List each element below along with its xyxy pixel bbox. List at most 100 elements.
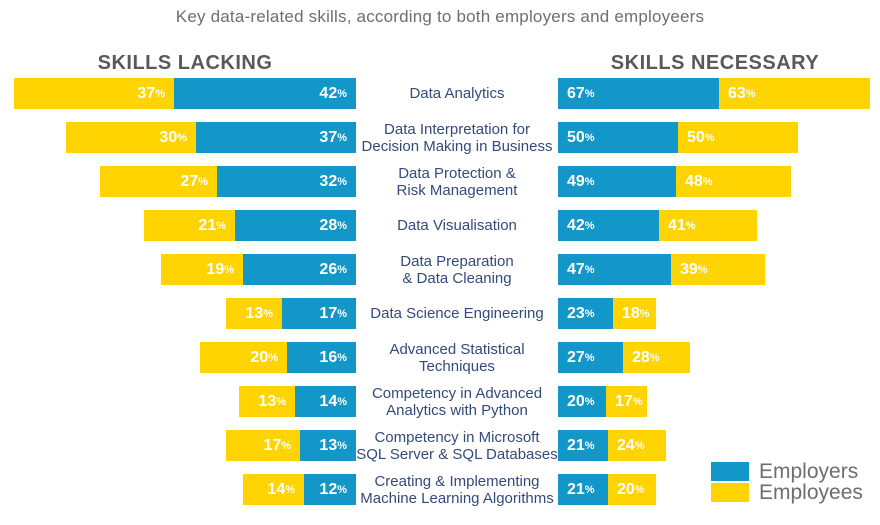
bar-segment: 28%: [235, 210, 356, 241]
bar-segment: 13%: [239, 386, 295, 417]
percent-sign: %: [584, 175, 595, 188]
bar-segment: 17%: [226, 430, 300, 461]
bar-segment: 30%: [66, 122, 196, 153]
percent-sign: %: [177, 131, 187, 144]
legend-item-employees: Employees: [711, 482, 863, 503]
percent-sign: %: [337, 307, 347, 320]
bar-segment: 27%: [100, 166, 217, 197]
bar-segment: 47%: [558, 254, 671, 285]
bar-segment: 42%: [558, 210, 659, 241]
bar-value-label: 24: [617, 436, 635, 454]
bar-value-label: 13: [258, 392, 277, 410]
category-label: Data Science Engineering: [370, 305, 544, 323]
percent-sign: %: [337, 439, 347, 452]
skills-lacking-bar: 13% 17%: [14, 298, 356, 329]
chart-row: 13% 14% Competency in Advanced Analytics w…: [0, 384, 880, 430]
skills-necessary-bar: 27% 28%: [558, 342, 872, 373]
percent-sign: %: [584, 263, 595, 276]
bar-segment: 21%: [558, 430, 608, 461]
bar-segment: 20%: [608, 474, 656, 505]
chart-row: 21% 28% Data Visualisation 42% 41%: [0, 210, 880, 254]
category-label: Data Preparation & Data Cleaning: [400, 252, 514, 287]
percent-sign: %: [584, 483, 595, 496]
legend-item-employers: Employers: [711, 461, 863, 482]
percent-sign: %: [337, 395, 347, 408]
chart-row: 27% 32% Data Protection & Risk Management 4…: [0, 164, 880, 210]
bar-value-label: 42: [567, 216, 585, 234]
skills-necessary-bar: 67% 63%: [558, 78, 872, 109]
bar-value-label: 20: [617, 480, 635, 498]
bar-segment: 13%: [226, 298, 282, 329]
bar-value-label: 21: [567, 480, 585, 498]
bar-segment: 28%: [623, 342, 690, 373]
chart-row: 20% 16% Advanced Statistical Techniques 27%…: [0, 341, 880, 386]
bar-segment: 21%: [144, 210, 235, 241]
category-label: Data Visualisation: [397, 217, 517, 235]
bar-value-label: 28: [632, 348, 650, 366]
skills-lacking-bar: 20% 16%: [14, 342, 356, 373]
bar-segment: 50%: [678, 122, 798, 153]
bar-segment: 24%: [608, 430, 666, 461]
percent-sign: %: [685, 219, 696, 232]
percent-sign: %: [216, 219, 226, 232]
percent-sign: %: [584, 439, 595, 452]
chart-rows: 37% 42% Data Analytics 67% 63% 30% 37% Data Int…: [0, 78, 880, 518]
percent-sign: %: [337, 131, 347, 144]
bar-value-label: 47: [567, 260, 585, 278]
category-label: Data Interpretation for Decision Making …: [361, 120, 553, 155]
bar-value-label: 17: [319, 304, 338, 322]
bar-value-label: 37: [137, 84, 156, 102]
bar-value-label: 30: [159, 128, 178, 146]
category-label: Data Protection & Risk Management: [396, 164, 518, 199]
category-label: Competency in Advanced Analytics with Py…: [371, 384, 543, 419]
bar-segment: 67%: [558, 78, 719, 109]
bar-segment: 50%: [558, 122, 678, 153]
percent-sign: %: [276, 395, 286, 408]
bar-segment: 20%: [558, 386, 606, 417]
bar-value-label: 50: [687, 128, 705, 146]
chart-title: Key data-related skills, according to bo…: [175, 7, 705, 26]
bar-value-label: 19: [206, 260, 225, 278]
category-label: Creating & Implementing Machine Learning…: [360, 472, 554, 507]
percent-sign: %: [285, 483, 295, 496]
bar-value-label: 13: [245, 304, 264, 322]
skills-necessary-bar: 21% 20%: [558, 474, 872, 505]
percent-sign: %: [584, 351, 595, 364]
percent-sign: %: [704, 131, 715, 144]
skills-lacking-bar: 17% 13%: [14, 430, 356, 461]
percent-sign: %: [337, 483, 347, 496]
bar-segment: 37%: [196, 122, 356, 153]
bar-value-label: 12: [319, 480, 338, 498]
bar-segment: 37%: [14, 78, 174, 109]
panel-title-skills-lacking: SKILLS LACKING: [97, 52, 273, 74]
bar-segment: 16%: [287, 342, 356, 373]
bar-segment: 19%: [161, 254, 243, 285]
bar-segment: 14%: [295, 386, 356, 417]
percent-sign: %: [268, 351, 278, 364]
skills-necessary-bar: 49% 48%: [558, 166, 872, 197]
skills-lacking-bar: 37% 42%: [14, 78, 356, 109]
category-label: Competency in Microsoft SQL Server & SQL…: [356, 428, 558, 463]
bar-value-label: 20: [567, 392, 585, 410]
bar-segment: 48%: [676, 166, 791, 197]
skills-necessary-bar: 50% 50%: [558, 122, 872, 153]
bar-segment: 63%: [719, 78, 870, 109]
bar-value-label: 41: [668, 216, 686, 234]
percent-sign: %: [337, 351, 347, 364]
employees-color-swatch: [711, 483, 749, 502]
percent-sign: %: [584, 87, 595, 100]
bar-value-label: 32: [319, 172, 338, 190]
bar-value-label: 21: [198, 216, 217, 234]
bar-segment: 12%: [304, 474, 356, 505]
chart-row: 14% 12% Creating & Implementing Machine Le…: [0, 472, 880, 518]
bar-value-label: 39: [680, 260, 698, 278]
percent-sign: %: [584, 395, 595, 408]
chart-row: 30% 37% Data Interpretation for Decision M…: [0, 120, 880, 166]
bar-value-label: 67: [567, 84, 585, 102]
bar-segment: 26%: [243, 254, 356, 285]
percent-sign: %: [745, 87, 756, 100]
bar-segment: 17%: [606, 386, 647, 417]
percent-sign: %: [702, 175, 713, 188]
legend-label-employers: Employers: [759, 460, 859, 483]
bar-value-label: 28: [319, 216, 338, 234]
